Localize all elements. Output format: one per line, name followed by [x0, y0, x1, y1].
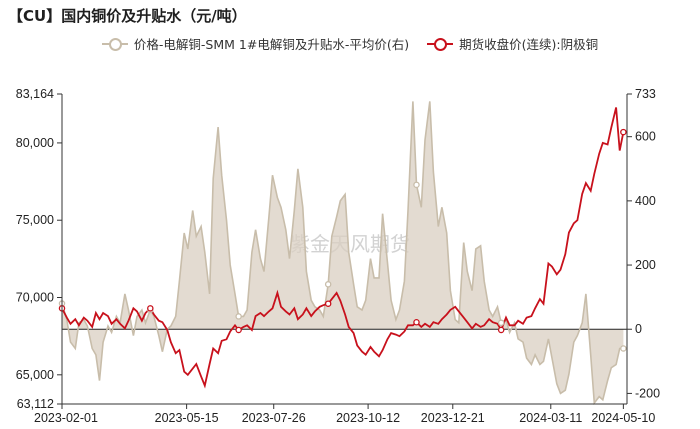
- premium-line-group: [61, 101, 624, 406]
- premium-marker-point: [413, 181, 420, 189]
- premium-marker-point: [324, 281, 332, 288]
- right-tick-label: 600: [635, 130, 656, 144]
- legend-price-label: 期货收盘价(连续):阴极铜: [459, 37, 599, 52]
- x-tick-label: 2024-05-10: [591, 411, 655, 425]
- premium-marker-point: [620, 345, 627, 352]
- premium-area-group: [62, 101, 624, 404]
- legend-item-premium[interactable]: 价格-电解铜-SMM 1#电解铜及升贴水-平均价(右): [101, 34, 410, 53]
- premium-series-line: [61, 101, 624, 406]
- axes-group: 63,112 65,000 70,000 75,000 80,000 83,164 -200…: [16, 87, 660, 425]
- price-marker-point: [413, 318, 420, 326]
- right-tick-label: 200: [635, 258, 656, 272]
- left-tick-label: 75,000: [16, 213, 54, 227]
- left-tick-label: 70,000: [16, 291, 54, 305]
- price-series-line: [61, 107, 625, 389]
- legend-item-price[interactable]: 期货收盘价(连续):阴极铜: [427, 34, 598, 53]
- right-tick-label: -200: [635, 386, 660, 400]
- price-marker-point: [235, 326, 242, 334]
- x-tick-label: 2024-03-11: [519, 411, 582, 425]
- price-marker-point: [497, 326, 505, 334]
- premium-marker-point: [497, 319, 505, 327]
- premium-marker-point: [235, 313, 242, 320]
- price-line-group: [61, 107, 625, 389]
- price-marker-point: [147, 305, 154, 312]
- left-tick-label: 83,164: [16, 87, 54, 101]
- x-tick-label: 2023-12-21: [421, 411, 485, 425]
- price-marker-point: [324, 300, 332, 307]
- x-tick-label: 2023-05-15: [155, 411, 219, 425]
- legend-price-marker-icon: [427, 37, 454, 51]
- right-tick-label: 733: [635, 87, 656, 101]
- legend-premium-marker-icon: [101, 37, 128, 51]
- left-tick-label: 65,000: [16, 368, 54, 382]
- legend-premium-label: 价格-电解铜-SMM 1#电解铜及升贴水-平均价(右): [133, 37, 410, 52]
- right-tick-label: 400: [635, 194, 656, 208]
- x-tick-label: 2023-10-12: [336, 411, 400, 425]
- chart-title: 【CU】国内铜价及升贴水（元/吨）: [8, 7, 247, 25]
- legend: 价格-电解铜-SMM 1#电解铜及升贴水-平均价(右) 期货收盘价(连续):阴极…: [0, 34, 700, 53]
- watermark: 紫金天风期货: [290, 233, 410, 256]
- premium-area-fill: [62, 101, 624, 404]
- x-tick-label: 2023-07-26: [242, 411, 306, 425]
- left-tick-label: 63,112: [17, 397, 54, 411]
- x-tick-label: 2023-02-01: [34, 411, 98, 425]
- price-marker-point: [620, 128, 627, 136]
- right-tick-label: 0: [635, 322, 642, 336]
- left-tick-label: 80,000: [16, 136, 54, 150]
